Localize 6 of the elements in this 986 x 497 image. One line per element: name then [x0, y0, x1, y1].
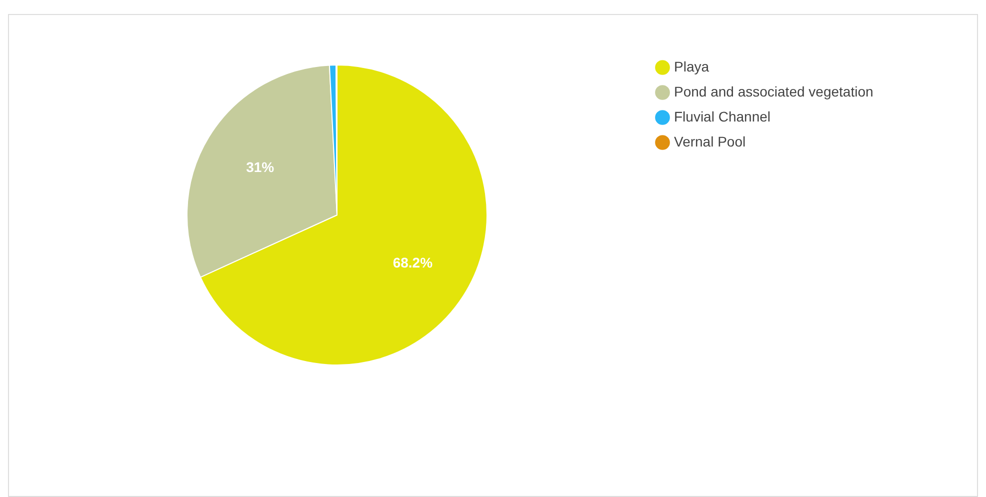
- data-label: 31%: [246, 159, 275, 176]
- legend-label: Fluvial Channel: [674, 108, 770, 124]
- legend-label: Vernal Pool: [674, 134, 746, 150]
- legend-label: Playa: [674, 58, 710, 74]
- legend-label: Pond and associated vegetation: [674, 84, 874, 100]
- data-label: 68.2%: [392, 254, 434, 271]
